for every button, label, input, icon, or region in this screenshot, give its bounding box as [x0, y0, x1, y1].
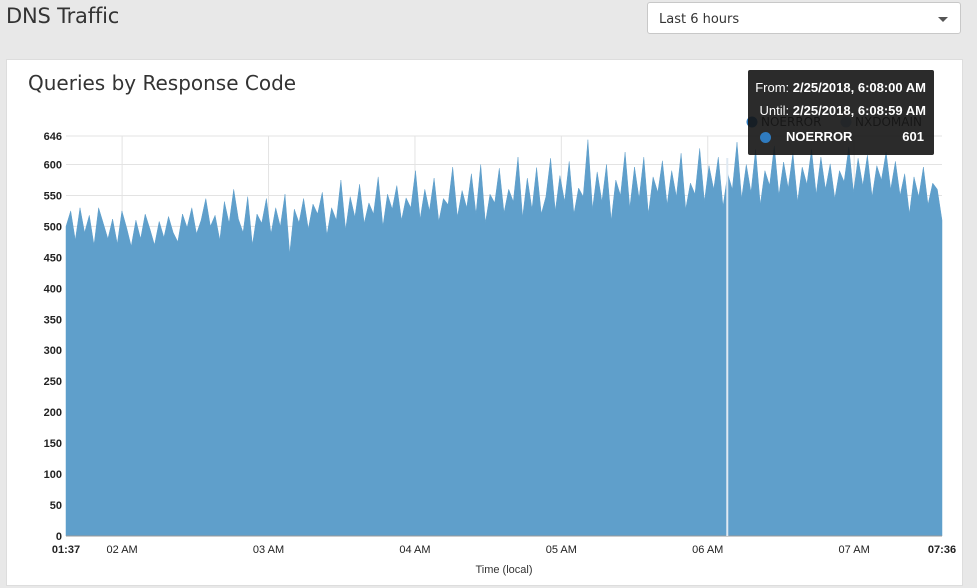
page-title: DNS Traffic — [6, 4, 120, 28]
tooltip-until-value: 2/25/2018, 6:08:59 AM — [792, 103, 926, 118]
x-tick-label: 04 AM — [399, 544, 430, 556]
y-tick-label: 300 — [44, 345, 62, 357]
y-tick-label: 600 — [44, 159, 62, 171]
tooltip-from: From: 2/25/2018, 6:08:00 AM — [755, 80, 926, 95]
y-tick-label: 50 — [50, 500, 62, 512]
tooltip-until: Until: 2/25/2018, 6:08:59 AM — [760, 103, 926, 118]
tooltip-from-value: 2/25/2018, 6:08:00 AM — [792, 80, 926, 95]
x-tick-label: 07 AM — [839, 544, 870, 556]
tooltip-series-value: 601 — [902, 129, 924, 144]
y-tick-label: 250 — [44, 376, 62, 388]
x-tick-label: 05 AM — [546, 544, 577, 556]
time-range-value: Last 6 hours — [659, 12, 740, 27]
tooltip-until-label: Until: — [759, 103, 790, 118]
x-tick-label: 01:37 — [52, 544, 80, 556]
y-tick-label: 100 — [44, 469, 62, 481]
time-range-select[interactable]: Last 6 hours — [647, 2, 961, 34]
tooltip-from-label: From: — [755, 80, 790, 95]
x-tick-label: 07:36 — [928, 544, 956, 556]
y-tick-label: 350 — [44, 314, 62, 326]
x-axis-title: Time (local) — [475, 564, 532, 576]
panel-title: Queries by Response Code — [28, 71, 297, 95]
x-tick-label: 03 AM — [253, 544, 284, 556]
chevron-down-icon[interactable] — [938, 17, 948, 22]
y-tick-label: 150 — [44, 438, 62, 450]
tooltip-series-dot — [760, 132, 771, 143]
y-tick-label: 500 — [44, 221, 62, 233]
chart-tooltip: From: 2/25/2018, 6:08:00 AM Until: 2/25/… — [748, 70, 934, 155]
y-tick-label: 646 — [44, 131, 62, 143]
x-tick-label: 02 AM — [107, 544, 138, 556]
y-tick-label: 200 — [44, 407, 62, 419]
y-tick-label: 550 — [44, 190, 62, 202]
tooltip-series-name: NOERROR — [786, 129, 853, 144]
y-tick-label: 400 — [44, 283, 62, 295]
y-tick-label: 450 — [44, 252, 62, 264]
noerror-area — [65, 139, 943, 537]
y-tick-label: 0 — [56, 531, 62, 543]
x-tick-label: 06 AM — [692, 544, 723, 556]
